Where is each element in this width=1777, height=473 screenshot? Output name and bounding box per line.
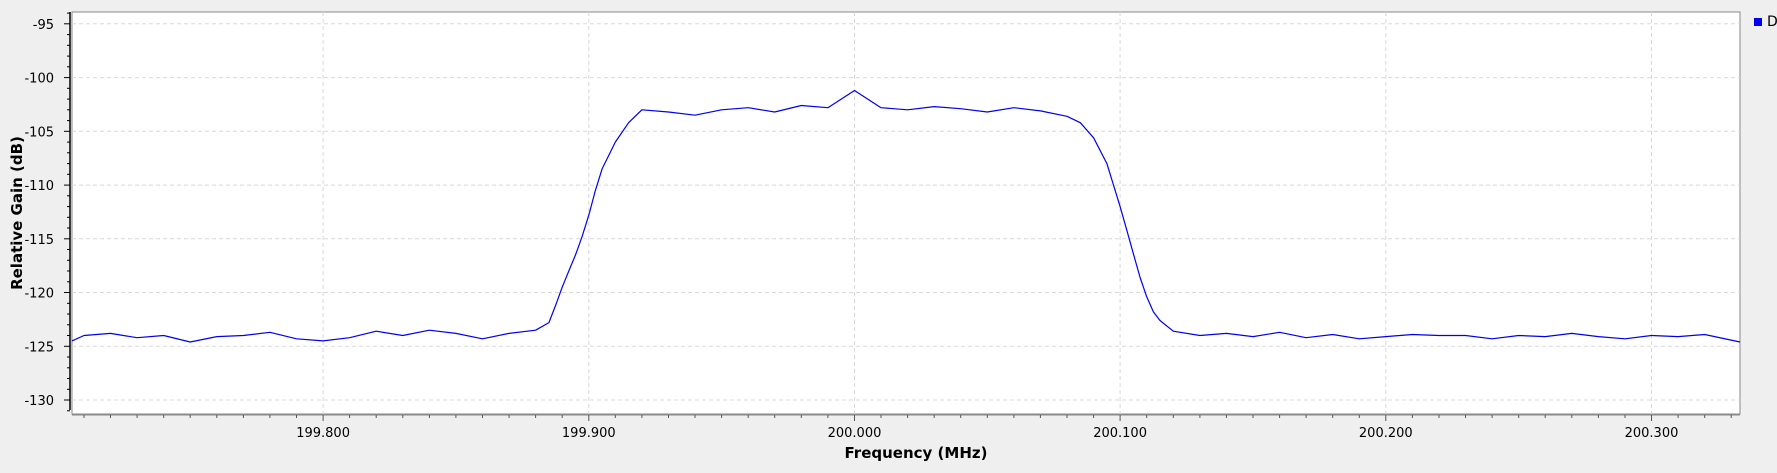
series-layer — [71, 89, 1741, 343]
x-tick-label: 200.100 — [1093, 426, 1147, 441]
axes — [64, 12, 1740, 421]
y-tick-label: -100 — [24, 72, 54, 87]
y-tick-label: -125 — [24, 340, 54, 355]
y-tick-label: -110 — [24, 179, 54, 194]
gridlines — [72, 12, 1740, 414]
y-tick-label: -130 — [24, 394, 54, 409]
y-tick-label: -105 — [24, 125, 54, 140]
x-axis-label: Frequency (MHz) — [845, 444, 988, 462]
legend-swatch — [1754, 18, 1762, 26]
x-tick-label: 199.900 — [562, 426, 616, 441]
legend-label: D — [1767, 14, 1777, 30]
y-tick-label: -120 — [24, 287, 54, 302]
x-tick-label: 200.200 — [1359, 426, 1413, 441]
y-axis-label: Relative Gain (dB) — [8, 136, 26, 290]
plot-area[interactable] — [71, 11, 1741, 415]
tick-labels: 199.800 199.900 200.000 200.100 200.200 200.3… — [24, 18, 1678, 441]
x-tick-label: 200.300 — [1625, 426, 1679, 441]
x-tick-label: 200.000 — [828, 426, 882, 441]
y-tick-label: -115 — [24, 233, 54, 248]
y-tick-label: -95 — [33, 18, 54, 33]
legend[interactable]: D — [1754, 14, 1777, 30]
series-line — [71, 89, 1741, 343]
x-tick-label: 199.800 — [296, 426, 350, 441]
